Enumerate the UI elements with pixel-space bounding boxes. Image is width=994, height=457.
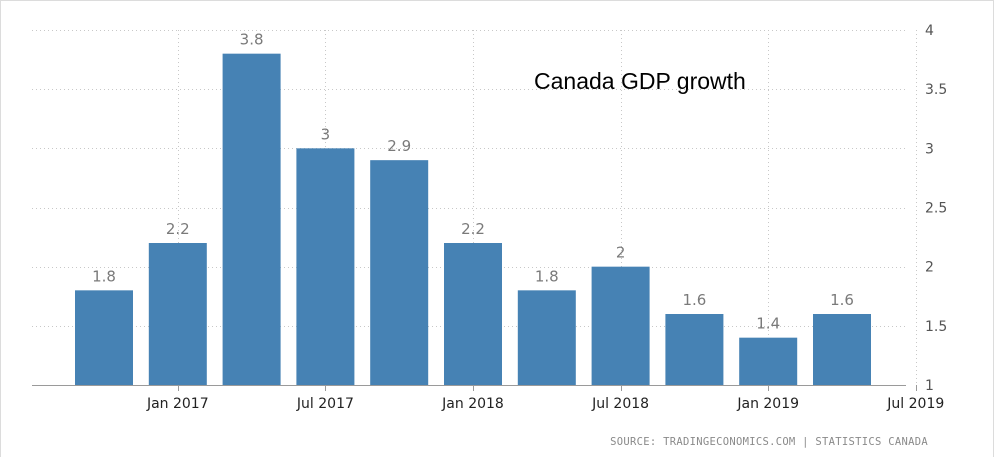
data-label: 1.6 (682, 291, 706, 309)
y-tick-label: 3.5 (925, 82, 947, 98)
bar (222, 53, 281, 386)
bar (517, 290, 576, 385)
bar (75, 290, 133, 385)
bar (444, 243, 502, 385)
data-label: 2.2 (461, 220, 485, 238)
y-tick-label: 3 (925, 141, 934, 157)
data-label: 3.8 (240, 31, 264, 49)
grid-lines (32, 30, 917, 385)
bar (296, 148, 355, 385)
bar (665, 314, 724, 385)
x-tick-label: Jul 2017 (296, 396, 354, 412)
y-tick-label: 4 (925, 23, 934, 39)
bar (370, 160, 429, 385)
data-label: 3 (321, 125, 331, 143)
data-label: 1.6 (830, 291, 854, 309)
bar (739, 337, 798, 385)
x-tick-label: Jul 2018 (591, 396, 649, 412)
bars (75, 53, 871, 386)
data-label: 1.8 (92, 267, 116, 285)
y-tick-label: 2 (925, 260, 934, 276)
data-labels: 1.8 2.2 3.8 3 2.9 2.2 1.8 2 1.6 1.4 1.6 (92, 31, 854, 333)
y-tick-label: 1.5 (925, 319, 947, 335)
y-tick-label: 1 (925, 378, 934, 394)
chart-title: Canada GDP growth (534, 68, 746, 94)
bar (148, 243, 207, 385)
x-tick-label: Jan 2019 (736, 396, 799, 412)
x-tick-label: Jan 2018 (441, 396, 504, 412)
chart-source: SOURCE: TRADINGECONOMICS.COM | STATISTIC… (610, 436, 928, 448)
data-label: 1.4 (756, 315, 780, 333)
axes: 1 1.5 2 2.5 3 3.5 4 Jan 2017 Jul 2017 Jan 2018 Jul… (32, 23, 947, 412)
data-label: 2.9 (387, 137, 411, 155)
x-tick-label: Jul 2019 (886, 396, 944, 412)
bar (591, 266, 650, 385)
data-label: 2.2 (166, 220, 190, 238)
y-tick-label: 2.5 (925, 201, 947, 217)
data-label: 1.8 (535, 267, 559, 285)
bar (813, 314, 871, 385)
x-tick-label: Jan 2017 (146, 396, 209, 412)
data-label: 2 (616, 244, 626, 262)
